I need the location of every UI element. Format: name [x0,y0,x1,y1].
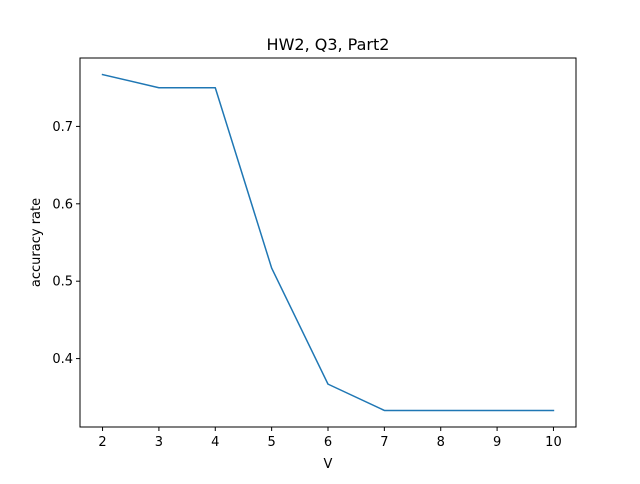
x-tick-label: 8 [437,435,445,450]
y-tick-label: 0.4 [52,352,73,367]
chart-title: HW2, Q3, Part2 [267,35,390,54]
x-tick-label: 9 [493,435,501,450]
x-tick-label: 5 [267,435,275,450]
x-tick-label: 3 [155,435,163,450]
y-tick-label: 0.6 [52,197,73,212]
x-tick-label: 4 [211,435,219,450]
y-tick-label: 0.7 [52,120,73,135]
x-tick-label: 2 [98,435,106,450]
y-axis-label: accuracy rate [29,198,44,287]
y-tick-label: 0.5 [52,275,73,290]
x-tick-label: 6 [324,435,332,450]
x-tick-label: 7 [380,435,388,450]
x-axis-label: V [324,457,333,472]
x-tick-label: 10 [545,435,562,450]
